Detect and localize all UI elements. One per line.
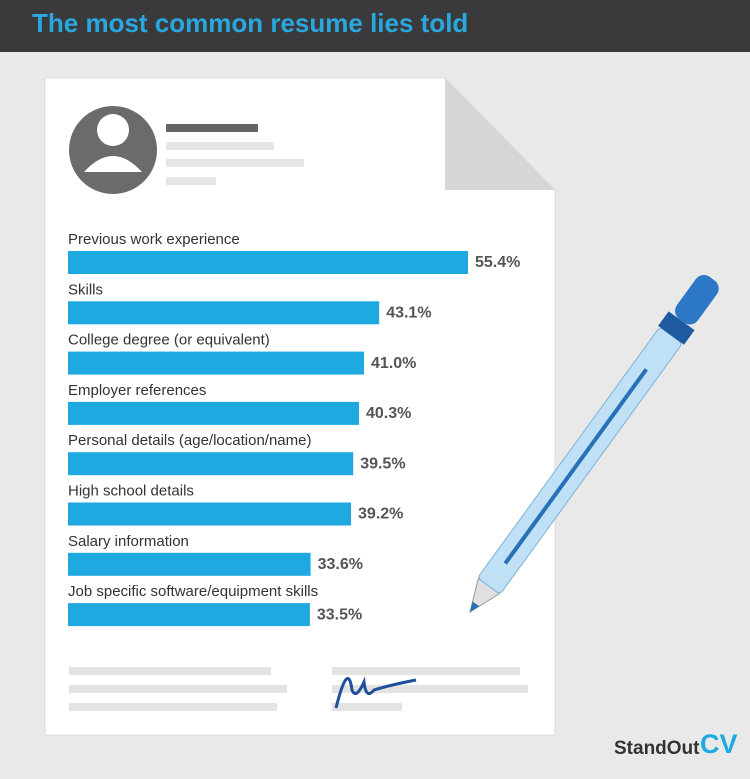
paper-fold [445,78,555,190]
category-label: College degree (or equivalent) [68,332,270,349]
value-label: 33.6% [318,556,363,573]
placeholder-line [69,667,271,675]
category-label: Job specific software/equipment skills [68,583,318,600]
avatar-head [97,114,129,146]
placeholder-line [166,159,304,167]
bar [68,502,352,526]
bar [68,301,380,325]
category-label: Personal details (age/location/name) [68,432,311,449]
value-label: 33.5% [317,606,362,623]
bar [68,351,365,375]
bar [68,452,354,476]
category-label: Employer references [68,382,206,399]
value-label: 55.4% [475,254,520,271]
category-label: Salary information [68,533,189,550]
bar [68,401,359,425]
placeholder-line [332,685,528,693]
value-label: 39.2% [358,506,403,523]
value-label: 39.5% [360,455,405,472]
placeholder-line [166,177,216,185]
category-label: Skills [68,281,103,298]
value-label: 40.3% [366,405,411,422]
avatar-body [84,156,142,172]
pen [469,275,719,614]
bar [68,603,310,627]
placeholder-line [69,703,277,711]
placeholder-line [332,667,520,675]
bar [68,251,468,274]
placeholder-line [69,685,287,693]
bar [68,552,311,576]
header-band [0,0,750,52]
value-label: 43.1% [386,305,431,322]
placeholder-line [166,142,274,150]
logo-name: StandOut [614,738,700,759]
value-label: 41.0% [371,355,416,372]
placeholder-line [166,124,258,132]
logo-suffix: CV [700,729,738,759]
category-label: Previous work experience [68,231,240,248]
category-label: High school details [68,482,194,499]
placeholder-line [332,703,402,711]
chart-title: The most common resume lies told [32,8,468,38]
signature [334,676,417,709]
